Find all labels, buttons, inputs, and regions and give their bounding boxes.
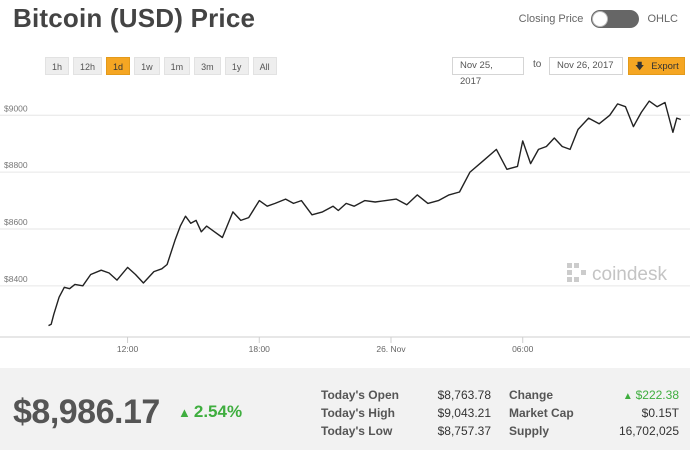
- y-tick-label: $8600: [4, 217, 28, 227]
- range-button-3m[interactable]: 3m: [194, 57, 221, 75]
- y-tick-label: $8800: [4, 160, 28, 170]
- price-line-chart: $8400 $8600 $8800 $9000 12:00 18:00 26. Nov 06…: [0, 100, 690, 354]
- stat-value-market-cap: $0.15T: [641, 406, 679, 420]
- stat-label-todays-high: Today's High: [321, 406, 395, 420]
- price-change-percent-value: 2.54%: [193, 402, 243, 421]
- time-range-selector: 1h 12h 1d 1w 1m 3m 1y All: [45, 57, 277, 75]
- stat-label-todays-open: Today's Open: [321, 388, 399, 402]
- stat-value-change-text: $222.38: [635, 388, 679, 402]
- coindesk-watermark: coindesk: [567, 263, 667, 285]
- export-button[interactable]: 🡇 Export: [628, 57, 685, 75]
- stat-label-supply: Supply: [509, 424, 550, 438]
- download-arrow-icon: 🡇: [635, 61, 645, 71]
- range-button-1d[interactable]: 1d: [106, 57, 131, 75]
- coindesk-wordmark: coindesk: [592, 264, 667, 285]
- price-summary-panel: $8,986.17 ▲ 2.54% Today's Open $8,763.78 …: [0, 368, 690, 450]
- x-tick-label: 18:00: [249, 344, 271, 354]
- chart-mode-toggle[interactable]: [591, 10, 640, 28]
- page-title: Bitcoin (USD) Price: [13, 3, 256, 33]
- up-triangle-icon: ▲: [178, 405, 191, 420]
- stat-value-supply: 16,702,025: [618, 424, 679, 438]
- x-tick-label: 12:00: [117, 344, 139, 354]
- stat-value-todays-high: $9,043.21: [437, 406, 491, 420]
- range-button-12h[interactable]: 12h: [73, 57, 103, 75]
- closing-price-label: Closing Price: [518, 13, 584, 25]
- range-button-1h[interactable]: 1h: [45, 57, 70, 75]
- date-from-input[interactable]: Nov 25, 2017: [452, 57, 524, 87]
- date-range-separator: to: [533, 59, 542, 70]
- range-button-1m[interactable]: 1m: [163, 57, 191, 75]
- toggle-knob: [592, 11, 609, 27]
- x-tick-label: 06:00: [512, 344, 534, 354]
- stat-value-todays-low: $8,757.37: [437, 424, 491, 438]
- range-button-1w[interactable]: 1w: [134, 57, 160, 75]
- stat-value-todays-open: $8,763.78: [437, 388, 491, 402]
- date-to-input[interactable]: Nov 26, 2017: [549, 57, 623, 75]
- stat-value-change: ▲ $222.38: [590, 388, 679, 402]
- price-change-percent: ▲ 2.54%: [178, 402, 242, 422]
- export-label: Export: [651, 61, 679, 72]
- x-tick-label: 26. Nov: [376, 344, 406, 354]
- series-line-price: [48, 100, 682, 327]
- coindesk-logo-icon: [567, 263, 586, 282]
- stat-label-change: Change: [509, 388, 554, 402]
- grid-lines: [0, 114, 690, 287]
- y-tick-label: $9000: [4, 103, 28, 113]
- stat-label-todays-low: Today's Low: [321, 424, 393, 438]
- x-axis-ticks: 12:00 18:00 26. Nov 06:00: [117, 337, 534, 354]
- y-tick-label: $8400: [4, 274, 28, 284]
- stat-label-market-cap: Market Cap: [509, 406, 574, 420]
- chart-mode-toggle-group: Closing Price OHLC: [519, 10, 678, 28]
- y-axis-labels: $8400 $8600 $8800 $9000: [4, 103, 28, 284]
- range-button-all[interactable]: All: [252, 57, 277, 75]
- current-price: $8,986.17: [13, 393, 160, 431]
- ohlc-label: OHLC: [647, 13, 678, 25]
- up-triangle-icon: ▲: [622, 391, 636, 402]
- range-button-1y[interactable]: 1y: [224, 57, 249, 75]
